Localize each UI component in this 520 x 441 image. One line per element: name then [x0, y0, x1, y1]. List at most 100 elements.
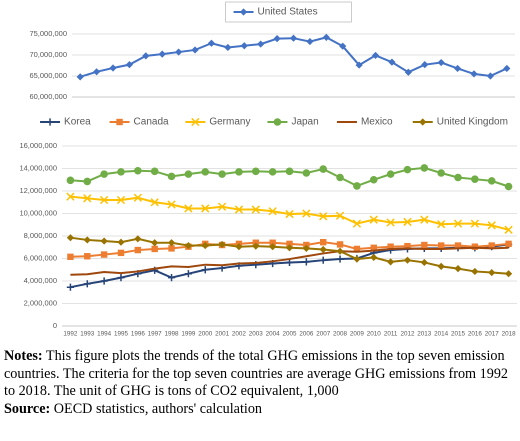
- marker: [285, 167, 294, 176]
- marker: [437, 262, 445, 270]
- marker: [235, 168, 243, 176]
- marker: [369, 215, 378, 224]
- legend-label: Korea: [64, 117, 91, 128]
- x-tick-label: 2018: [502, 331, 517, 338]
- marker: [302, 209, 311, 218]
- legend-label: Mexico: [361, 117, 393, 128]
- marker: [505, 240, 512, 248]
- source-text: OECD statistics, authors' calculation: [53, 400, 263, 417]
- x-tick-label: 2000: [198, 331, 213, 338]
- marker: [257, 40, 265, 48]
- x-tick-label: 2004: [266, 331, 281, 338]
- x-tick-label: 1993: [80, 331, 95, 338]
- marker: [184, 241, 192, 250]
- marker: [273, 35, 281, 43]
- marker: [369, 175, 378, 184]
- marker: [320, 238, 327, 246]
- marker: [150, 167, 159, 176]
- x-tick-label: 1998: [165, 331, 180, 338]
- marker: [486, 72, 494, 80]
- marker: [67, 253, 74, 261]
- y-tick-label: 8,000,000: [24, 231, 57, 240]
- marker: [387, 243, 394, 250]
- marker: [336, 255, 344, 263]
- marker: [437, 220, 446, 229]
- marker: [319, 256, 327, 264]
- marker: [504, 270, 513, 278]
- marker: [355, 61, 363, 69]
- marker: [352, 219, 362, 228]
- marker: [184, 204, 193, 213]
- marker: [453, 219, 463, 228]
- x-tick-label: 2008: [333, 331, 348, 338]
- y-tick-label: 65,000,000: [29, 71, 67, 80]
- y-tick-label: 6,000,000: [24, 253, 57, 262]
- marker: [419, 118, 427, 126]
- marker: [151, 239, 159, 247]
- marker: [218, 170, 226, 178]
- marker: [453, 64, 462, 73]
- marker: [353, 182, 361, 190]
- marker: [142, 52, 150, 60]
- marker: [151, 245, 158, 253]
- marker: [168, 245, 175, 252]
- marker: [487, 177, 496, 185]
- marker: [184, 270, 192, 278]
- marker: [134, 166, 142, 175]
- y-tick-label: 70,000,000: [29, 50, 67, 59]
- x-tick-label: 1995: [114, 331, 129, 338]
- marker: [403, 256, 412, 264]
- marker: [251, 167, 260, 176]
- x-tick-label: 2002: [232, 331, 247, 338]
- marker: [134, 235, 142, 243]
- marker: [269, 243, 277, 251]
- marker: [100, 237, 108, 245]
- marker: [319, 165, 328, 173]
- marker: [269, 239, 276, 246]
- x-tick-label: 1999: [181, 331, 196, 338]
- marker: [167, 200, 176, 209]
- y-tick-label: 0: [53, 321, 57, 330]
- x-tick-label: 2006: [299, 331, 314, 338]
- marker: [386, 218, 395, 227]
- x-tick-label: 1997: [148, 331, 163, 338]
- marker: [336, 247, 344, 255]
- marker: [370, 244, 377, 252]
- marker: [234, 205, 244, 214]
- x-tick-label: 2010: [367, 331, 382, 338]
- marker: [218, 240, 226, 249]
- marker: [403, 217, 412, 227]
- marker: [285, 244, 294, 252]
- marker: [437, 58, 445, 67]
- marker: [191, 46, 199, 54]
- x-tick-label: 2005: [282, 331, 297, 338]
- legend-box: [225, 1, 352, 23]
- marker: [201, 204, 210, 213]
- marker: [388, 58, 396, 66]
- marker: [339, 42, 347, 50]
- marker: [387, 258, 395, 266]
- marker: [235, 243, 243, 251]
- marker: [167, 239, 176, 247]
- marker: [175, 48, 183, 56]
- marker: [421, 61, 429, 69]
- x-tick-label: 2011: [384, 331, 398, 338]
- x-tick-label: 2013: [417, 331, 432, 338]
- marker: [76, 73, 84, 81]
- marker: [336, 173, 344, 182]
- legend-label: United States: [258, 7, 318, 18]
- marker: [191, 117, 200, 127]
- marker: [46, 118, 54, 126]
- x-tick-label: 2014: [434, 331, 449, 338]
- y-tick-label: 16,000,000: [19, 141, 57, 150]
- marker: [184, 170, 193, 178]
- marker: [404, 242, 411, 250]
- marker: [66, 234, 75, 242]
- marker: [100, 170, 108, 178]
- x-tick-label: 1996: [131, 331, 146, 338]
- marker: [125, 61, 134, 69]
- marker: [99, 195, 109, 205]
- x-tick-label: 2001: [215, 331, 230, 338]
- marker: [117, 168, 125, 176]
